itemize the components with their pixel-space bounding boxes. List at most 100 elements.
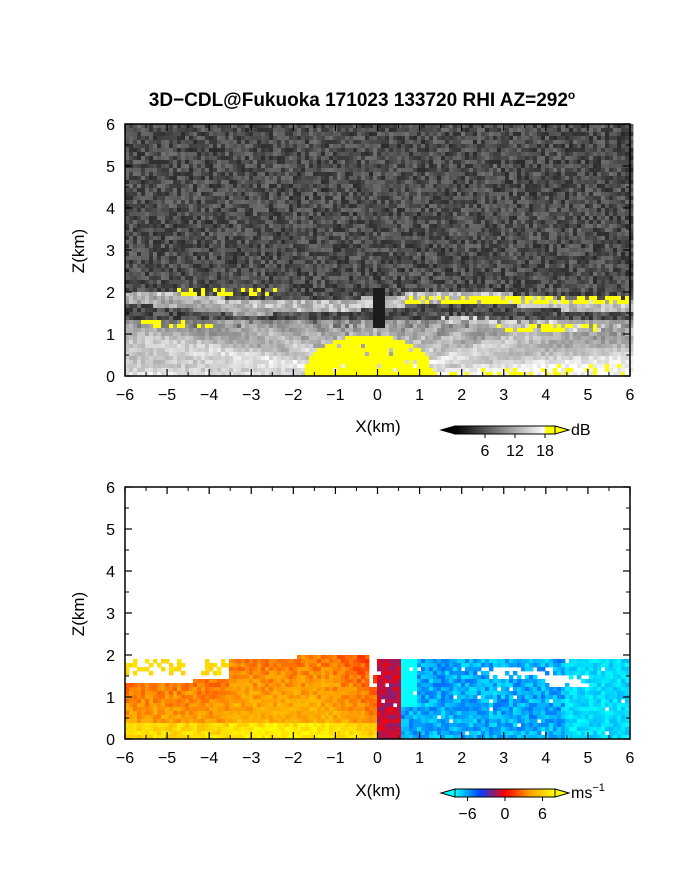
snr-cell <box>529 252 534 257</box>
snr-cell <box>505 268 510 273</box>
snr-cell <box>589 236 594 241</box>
snr-cell <box>517 124 522 129</box>
snr-cell <box>413 160 418 165</box>
snr-cell <box>385 276 390 281</box>
snr-cell <box>365 212 370 217</box>
snr-cell <box>185 276 190 281</box>
snr-cell <box>569 136 574 141</box>
snr-cell <box>569 264 574 269</box>
snr-cell <box>357 132 362 137</box>
snr-cell <box>333 212 338 217</box>
snr-cell <box>381 164 386 169</box>
snr-cell <box>469 144 474 149</box>
snr-cell <box>381 240 386 245</box>
snr-cell <box>177 180 182 185</box>
snr-cell <box>169 248 174 253</box>
snr-cell <box>521 172 526 177</box>
snr-cell <box>593 248 598 253</box>
snr-cell <box>433 224 438 229</box>
snr-cell <box>569 208 574 213</box>
snr-cell <box>261 144 266 149</box>
snr-cell <box>533 252 538 257</box>
snr-cell <box>285 168 290 173</box>
snr-cell <box>437 224 442 229</box>
snr-cell <box>149 276 154 281</box>
snr-cell <box>233 220 238 225</box>
snr-cell <box>553 204 558 209</box>
snr-cell <box>509 188 514 193</box>
snr-cell <box>445 168 450 173</box>
snr-cell <box>581 132 586 137</box>
snr-cell <box>237 172 242 177</box>
snr-cell <box>149 152 154 157</box>
snr-cell <box>169 276 174 281</box>
snr-cell <box>449 152 454 157</box>
snr-cell <box>369 160 374 165</box>
snr-cell <box>245 184 250 189</box>
snr-cell <box>309 188 314 193</box>
snr-cell <box>341 252 346 257</box>
snr-cell <box>297 180 302 185</box>
snr-cell <box>361 260 366 265</box>
snr-cell <box>629 164 634 169</box>
snr-cell <box>593 244 598 249</box>
snr-cell <box>565 224 570 229</box>
snr-cell <box>385 240 390 245</box>
snr-cell <box>573 148 578 153</box>
snr-cell <box>589 224 594 229</box>
snr-cell <box>261 244 266 249</box>
snr-cell <box>281 132 286 137</box>
snr-cell <box>381 264 386 269</box>
snr-cell <box>201 236 206 241</box>
snr-cell <box>469 220 474 225</box>
snr-cell <box>293 212 298 217</box>
snr-cell <box>317 184 322 189</box>
snr-cell <box>481 176 486 181</box>
snr-cell <box>477 232 482 237</box>
snr-cell <box>441 152 446 157</box>
snr-cell <box>377 204 382 209</box>
snr-cell <box>517 272 522 277</box>
snr-cell <box>197 236 202 241</box>
snr-cell <box>233 276 238 281</box>
snr-cell <box>497 180 502 185</box>
snr-cell <box>489 224 494 229</box>
snr-cell <box>461 232 466 237</box>
snr-cell <box>477 132 482 137</box>
snr-cell <box>141 200 146 205</box>
snr-cell <box>573 160 578 165</box>
snr-cell <box>301 184 306 189</box>
snr-cell <box>341 236 346 241</box>
snr-cell <box>289 280 294 285</box>
snr-cell <box>505 208 510 213</box>
snr-cell <box>609 172 614 177</box>
snr-cell <box>237 252 242 257</box>
snr-cell <box>181 196 186 201</box>
snr-cell <box>613 180 618 185</box>
snr-cell <box>477 144 482 149</box>
snr-cell <box>245 248 250 253</box>
snr-cell <box>141 152 146 157</box>
snr-cell <box>493 208 498 213</box>
snr-cell <box>573 200 578 205</box>
snr-cell <box>449 260 454 265</box>
snr-cell <box>357 164 362 169</box>
snr-cell <box>377 268 382 273</box>
snr-cell <box>193 280 198 285</box>
snr-cell <box>377 144 382 149</box>
snr-cell <box>129 240 134 245</box>
snr-cell <box>549 168 554 173</box>
snr-cell <box>569 276 574 281</box>
snr-cell <box>225 196 230 201</box>
snr-cell <box>317 156 322 161</box>
snr-cell <box>361 152 366 157</box>
snr-cell <box>373 244 378 249</box>
snr-cell <box>565 152 570 157</box>
snr-cell <box>193 156 198 161</box>
snr-cell <box>601 264 606 269</box>
snr-cell <box>481 260 486 265</box>
snr-cell <box>493 236 498 241</box>
snr-cell <box>213 240 218 245</box>
snr-cell <box>205 260 210 265</box>
snr-cell <box>577 232 582 237</box>
